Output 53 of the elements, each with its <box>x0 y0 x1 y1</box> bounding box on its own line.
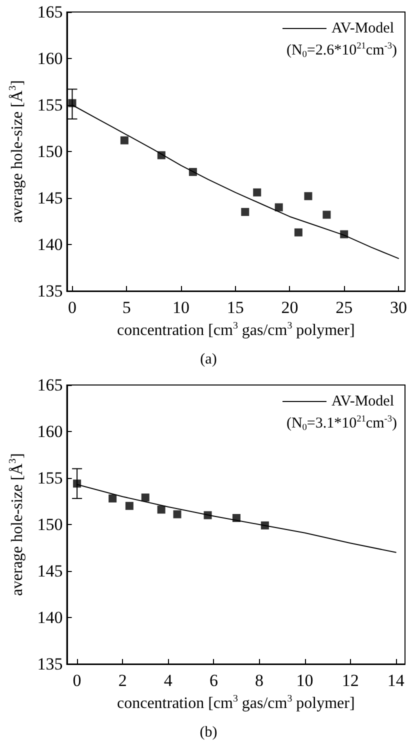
y-tick-label: 135 <box>37 282 63 300</box>
point <box>340 230 348 238</box>
point <box>294 228 302 236</box>
y-axis-title: average hole-size [Å3] <box>8 80 26 223</box>
point <box>173 510 182 518</box>
y-tick-label: 160 <box>37 49 63 68</box>
y-tick-label: 150 <box>37 142 63 161</box>
x-tick-label: 30 <box>390 298 407 317</box>
point <box>157 151 166 160</box>
x-tick-label: 10 <box>172 298 190 317</box>
x-tick-label: 14 <box>387 671 405 690</box>
text: (b) <box>200 724 218 740</box>
x-tick-label: 0 <box>72 671 82 690</box>
point <box>304 192 312 200</box>
y-tick-label: 155 <box>37 96 63 114</box>
x-tick-label: 5 <box>122 298 131 317</box>
x-tick-label: 2 <box>118 671 127 690</box>
x-tick-label: 4 <box>164 671 173 690</box>
y-tick-label: 145 <box>37 188 63 208</box>
legend-label: AV-Model <box>331 20 394 36</box>
point <box>253 188 262 196</box>
y-axis-title: average hole-size [Å3] <box>8 453 26 596</box>
x-tick-label: 6 <box>209 671 218 690</box>
point <box>322 210 331 219</box>
y-tick-label: 165 <box>37 2 63 22</box>
x-tick-label: 8 <box>254 671 264 690</box>
x-tick-label: 20 <box>281 298 298 317</box>
x-tick-label: 25 <box>336 298 353 317</box>
y-tick-label: 135 <box>37 654 63 674</box>
point <box>157 506 166 514</box>
point <box>241 208 250 216</box>
point <box>232 514 240 522</box>
x-tick-label: 0 <box>68 298 76 317</box>
point <box>274 203 283 212</box>
point <box>204 511 212 520</box>
x-tick-label: 15 <box>226 298 244 317</box>
y-tick-label: 165 <box>37 376 63 394</box>
y-tick-label: 145 <box>37 562 63 580</box>
y-tick-label: 155 <box>37 468 63 488</box>
y-tick-label: 140 <box>37 235 63 254</box>
y-tick-label: 160 <box>37 422 63 441</box>
x-tick-label: 12 <box>342 671 359 690</box>
point <box>141 494 150 502</box>
legend-label: AV-Model <box>331 394 394 410</box>
point <box>260 521 269 530</box>
y-tick-label: 140 <box>37 608 63 627</box>
point <box>108 494 117 502</box>
x-tick-label: 10 <box>296 671 314 690</box>
point <box>188 168 197 176</box>
point <box>120 136 128 144</box>
text: (a) <box>200 352 217 368</box>
y-tick-label: 150 <box>37 515 63 534</box>
point <box>125 502 134 510</box>
